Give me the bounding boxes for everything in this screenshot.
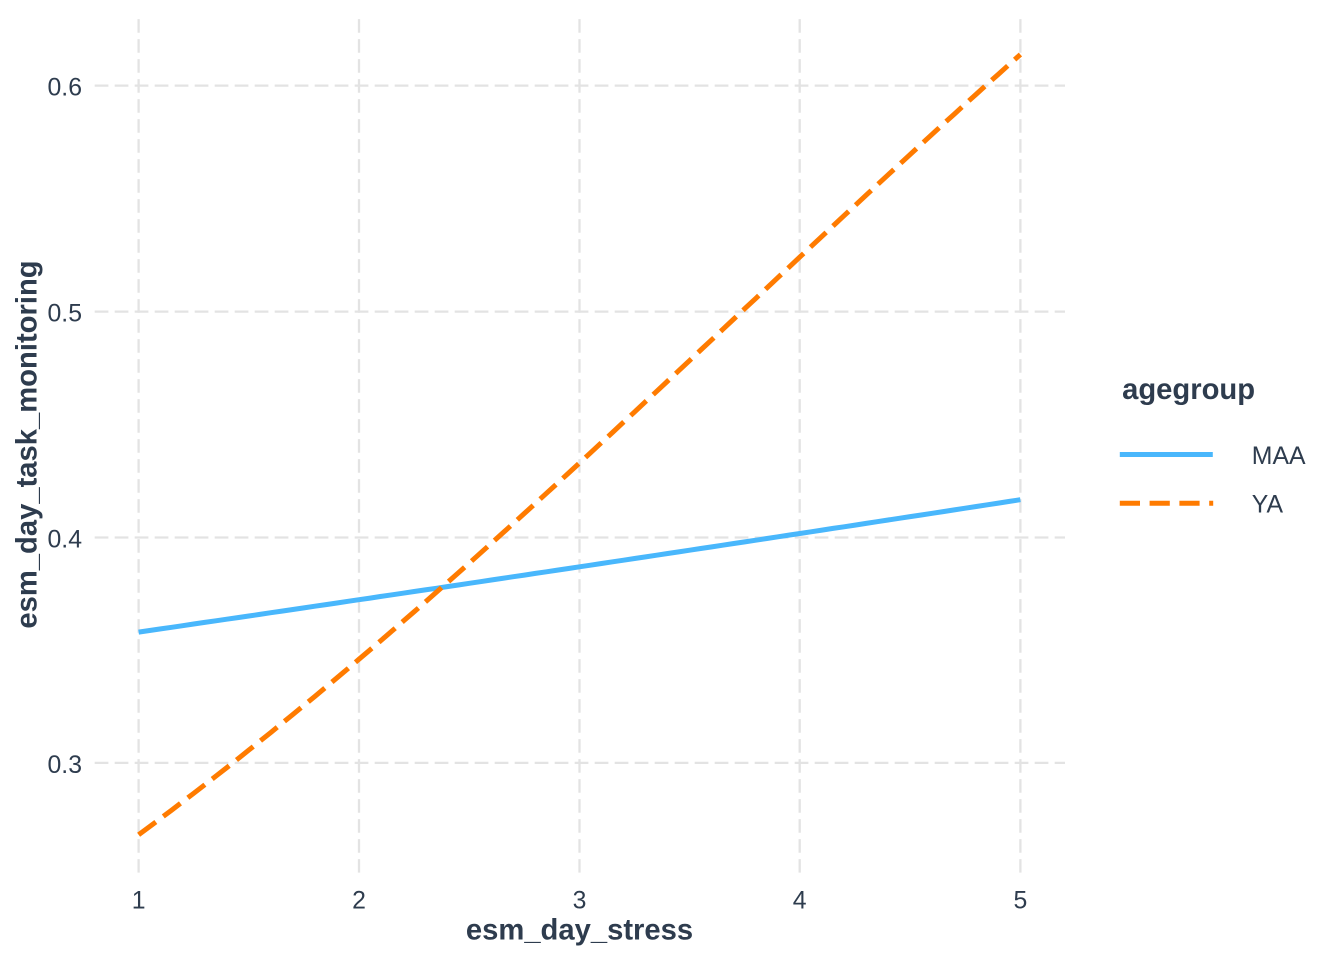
svg-text:MAA: MAA xyxy=(1252,443,1306,470)
svg-text:0.4: 0.4 xyxy=(48,527,83,554)
svg-text:agegroup: agegroup xyxy=(1122,374,1255,406)
svg-text:esm_day_task_monitoring: esm_day_task_monitoring xyxy=(12,260,44,628)
svg-text:1: 1 xyxy=(132,888,146,915)
svg-text:esm_day_stress: esm_day_stress xyxy=(466,915,693,947)
svg-text:5: 5 xyxy=(1014,888,1028,915)
svg-text:YA: YA xyxy=(1252,491,1284,518)
svg-text:0.6: 0.6 xyxy=(48,75,82,102)
svg-text:4: 4 xyxy=(793,888,807,915)
svg-text:3: 3 xyxy=(573,888,587,915)
svg-text:2: 2 xyxy=(352,888,366,915)
svg-text:0.3: 0.3 xyxy=(48,752,82,779)
svg-text:0.5: 0.5 xyxy=(48,301,82,328)
